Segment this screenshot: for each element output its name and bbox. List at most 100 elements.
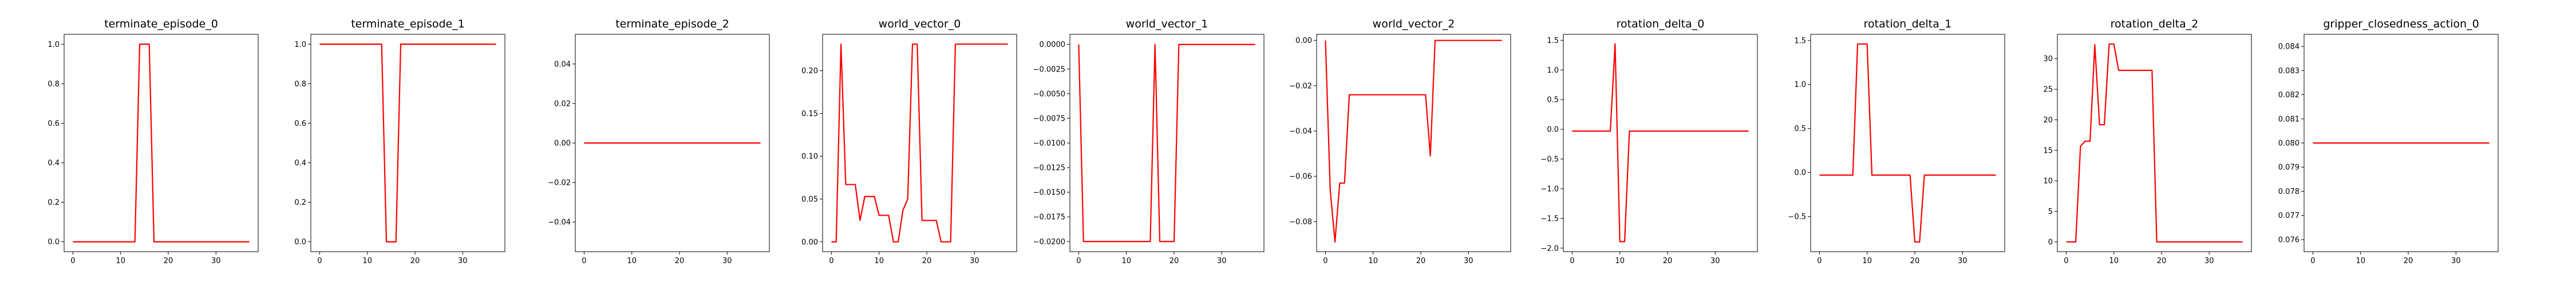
x-tick-label: 20 [1663,257,1673,265]
y-tick-label: 1.5 [1547,37,1559,45]
x-tick-label: 20 [1170,257,1179,265]
y-tick-label: 0.082 [2278,91,2300,100]
y-tick-label: −0.5 [1788,213,1806,221]
x-tick-label: 30 [2451,257,2461,265]
y-tick-label: 0.078 [2278,188,2300,196]
x-tick-label: 30 [1958,257,1967,265]
x-tick-label: 0 [317,257,322,265]
x-tick-label: 10 [1615,257,1625,265]
y-tick-label: 1.0 [1794,81,1806,89]
y-tick-label: −0.0175 [1033,213,1065,222]
y-tick-label: −0.0075 [1033,114,1065,123]
y-tick-label: 0.00 [1295,37,1312,45]
x-tick-label: 20 [2157,257,2167,265]
y-tick-label: 0.4 [48,159,60,168]
axes-frame [1069,34,1265,252]
subplot-rotation_delta_0: rotation_delta_0 0 10 20 30 1.5 1.0 0.5 0.0 −0.5 −… [1540,18,1758,265]
y-tick-label: 0.081 [2278,115,2300,124]
x-tick-label: 20 [1416,257,1426,265]
axes-frame [64,34,259,252]
y-tick-label: −0.0025 [1033,65,1065,74]
x-tick-label: 10 [874,257,884,265]
y-tick-label: 0.2 [294,198,306,207]
axes-frame [2057,34,2252,252]
y-tick-label: −0.0200 [1033,238,1065,247]
x-tick-label: 30 [1217,257,1227,265]
y-tick-label: −0.08 [1289,218,1312,227]
y-tick-label: 0.20 [801,67,818,76]
x-tick-label: 20 [1910,257,1920,265]
y-tick-label: 25 [2043,86,2053,94]
y-tick-label: 0.4 [294,159,306,168]
y-tick-label: −0.04 [548,219,571,227]
subplot-title: world_vector_1 [1126,18,1208,30]
x-tick-label: 0 [70,257,75,265]
y-tick-label: 0.6 [48,120,60,128]
y-tick-label: 1.0 [1547,66,1559,75]
x-tick-label: 30 [1710,257,1720,265]
x-tick-label: 10 [1121,257,1131,265]
y-tick-label: 5 [2048,208,2053,216]
subplot-world_vector_0: world_vector_0 0 10 20 30 0.00 0.05 0.10 0.15 0.2… [801,18,1017,265]
x-tick-label: 10 [1368,257,1378,265]
x-tick-label: 20 [2404,257,2413,265]
x-tick-label: 10 [2109,257,2119,265]
x-tick-label: 10 [2356,257,2365,265]
axes-frame [310,34,505,252]
y-tick-label: 0 [2048,238,2053,247]
y-tick-label: 1.0 [48,41,60,49]
series-line-0 [1819,43,1996,243]
subplot-title: rotation_delta_2 [2111,18,2199,30]
y-tick-label: 0.5 [1794,125,1806,133]
axes-frame [1810,34,2005,252]
y-tick-label: 0.10 [801,153,818,161]
y-tick-label: 0.080 [2278,140,2300,148]
x-tick-label: 10 [362,257,372,265]
x-tick-label: 0 [1817,257,1822,265]
y-tick-label: −0.0125 [1033,164,1065,173]
y-tick-label: 10 [2043,177,2053,186]
subplot-world_vector_2: world_vector_2 0 10 20 30 0.00 −0.02 −0.04 −0.06… [1289,18,1511,265]
y-tick-label: 0.0 [48,238,60,247]
subplot-title: terminate_episode_0 [104,18,218,30]
axes-frame [1563,34,1758,252]
y-tick-label: 0.076 [2278,236,2300,244]
y-tick-label: 0.8 [48,80,60,89]
y-tick-label: −0.02 [548,179,571,188]
y-tick-label: −0.04 [1289,128,1312,136]
y-tick-label: −1.0 [1540,185,1559,193]
y-tick-label: −0.02 [1289,82,1312,90]
subplot-title: terminate_episode_2 [615,18,729,30]
subplot-title: gripper_closedness_action_0 [2323,18,2479,30]
x-tick-label: 30 [722,257,732,265]
subplot-rotation_delta_1: rotation_delta_1 0 10 20 30 1.5 1.0 0.5 0.0 −0.5 [1788,18,2005,265]
subplot-title: terminate_episode_1 [351,18,465,30]
x-tick-label: 0 [582,257,586,265]
x-tick-label: 30 [211,257,221,265]
subplot-world_vector_1: world_vector_1 0 10 20 30 0.0000 −0.0025 −0.005… [1033,18,1265,265]
series-line-0 [319,43,496,243]
x-tick-label: 10 [116,257,125,265]
subplot-gripper_closedness_action_0: gripper_closedness_action_0 0 10 20 30 0.084 0… [2278,18,2499,265]
axes-frame [822,34,1017,252]
y-tick-label: −0.5 [1540,156,1559,164]
y-tick-label: 0.077 [2278,212,2300,220]
y-tick-label: 0.079 [2278,164,2300,172]
x-tick-label: 0 [829,257,833,265]
y-tick-label: 0.0 [1547,126,1559,134]
x-tick-label: 30 [458,257,468,265]
y-tick-label: −0.06 [1289,173,1312,181]
y-tick-label: 0.084 [2278,43,2300,51]
y-tick-label: 0.0 [294,238,306,247]
y-tick-label: 0.00 [801,238,818,247]
series-line-0 [1572,43,1749,243]
y-tick-label: 0.02 [554,100,571,108]
y-tick-label: 20 [2043,116,2053,125]
y-tick-label: 15 [2043,146,2053,155]
x-tick-label: 20 [410,257,420,265]
x-tick-label: 0 [1570,257,1574,265]
series-line-0 [1325,39,1502,243]
x-tick-label: 0 [1076,257,1081,265]
series-line-0 [73,43,250,243]
x-tick-label: 30 [2204,257,2214,265]
